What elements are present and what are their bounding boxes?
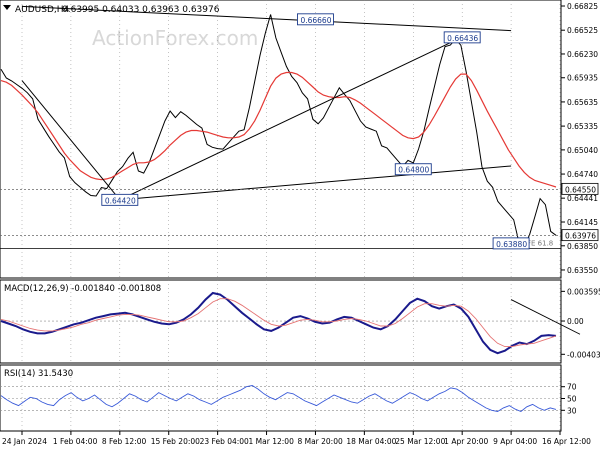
price-level-tag — [561, 229, 599, 242]
y-tick-label: 0.64145 — [567, 218, 598, 227]
swing-price-box — [394, 163, 432, 176]
trendline — [119, 165, 512, 201]
trendline — [119, 36, 463, 201]
y-tick-label: 0.63550 — [567, 266, 598, 275]
x-tick-label: 1 Feb 04:00 — [53, 437, 98, 446]
price-panel-frame — [0, 0, 562, 279]
swing-price-box — [443, 31, 481, 44]
trendline — [21, 80, 121, 201]
y-tick-label: 30 — [567, 406, 577, 415]
x-tick-label: 18 Mar 04:00 — [346, 437, 396, 446]
x-tick-label: 25 Mar 12:00 — [395, 437, 445, 446]
x-tick-label: 8 Feb 12:00 — [102, 437, 147, 446]
rsi-title: RSI(14) 31.5430 — [4, 369, 73, 379]
y-tick-label: 0.66230 — [567, 50, 598, 59]
ohlc-readout: 0.63995 0.64033 0.63963 0.63976 — [62, 5, 220, 15]
y-tick-label: -0.00403 — [567, 350, 600, 359]
y-tick-label: 0.66825 — [567, 2, 598, 11]
x-tick-label: 8 Mar 20:00 — [297, 437, 343, 446]
y-tick-label: 0.65635 — [567, 98, 598, 107]
rsi-line — [0, 385, 557, 413]
y-tick-label: 0.66525 — [567, 26, 598, 35]
price-level-tag-text: 0.63976 — [565, 232, 596, 241]
macd-title: MACD(12,26,9) -0.001840 -0.001808 — [4, 284, 161, 294]
macd-line — [0, 291, 557, 355]
y-tick-label: 0.003595 — [567, 287, 600, 296]
price-level-tag — [561, 182, 599, 195]
x-tick-label: 1 Mar 12:00 — [249, 437, 295, 446]
x-tick-label: 24 Jan 2024 — [2, 437, 47, 446]
x-tick-label: 15 Feb 20:00 — [151, 437, 200, 446]
swing-price-label: 0.66660 — [300, 16, 331, 25]
x-tick-label: 16 Apr 12:00 — [542, 437, 591, 446]
y-tick-label: 0.65335 — [567, 122, 598, 131]
x-tick-label: 1 Apr 20:00 — [444, 437, 488, 446]
symbol-arrow-icon — [3, 5, 11, 10]
macd-panel-frame — [0, 279, 562, 364]
y-tick-label: 0.63850 — [567, 242, 598, 251]
y-tick-label: 0.65935 — [567, 74, 598, 83]
moving-average-line — [0, 71, 557, 188]
fe-label: FE 61.8 — [527, 240, 553, 248]
swing-price-label: 0.64420 — [105, 196, 136, 205]
swing-price-box — [297, 13, 334, 26]
swing-price-label: 0.66436 — [447, 34, 478, 43]
y-tick-label: 70 — [567, 383, 577, 392]
price-level-tag-text: 0.64550 — [565, 185, 596, 194]
trendline — [21, 5, 512, 32]
swing-price-box — [101, 193, 139, 206]
swing-price-box — [492, 237, 530, 250]
x-tick-label: 23 Feb 04:00 — [200, 437, 249, 446]
symbol-label: AUDUSD,H4 — [15, 5, 70, 15]
y-tick-label: 0.64441 — [567, 194, 598, 203]
x-tick-label: 9 Apr 04:00 — [493, 437, 537, 446]
price-series-line — [0, 14, 557, 248]
rsi-panel-frame — [0, 364, 562, 432]
macd-signal-line — [0, 298, 557, 348]
y-tick-label: 0.00 — [567, 317, 584, 326]
watermark: ActionForex.com — [92, 26, 258, 50]
swing-price-label: 0.64800 — [398, 166, 429, 175]
y-tick-label: 0.65040 — [567, 146, 598, 155]
macd-trendline — [510, 299, 581, 335]
y-tick-label: 50 — [567, 395, 577, 404]
swing-price-label: 0.63880 — [496, 240, 527, 249]
y-tick-label: 0.64740 — [567, 170, 598, 179]
